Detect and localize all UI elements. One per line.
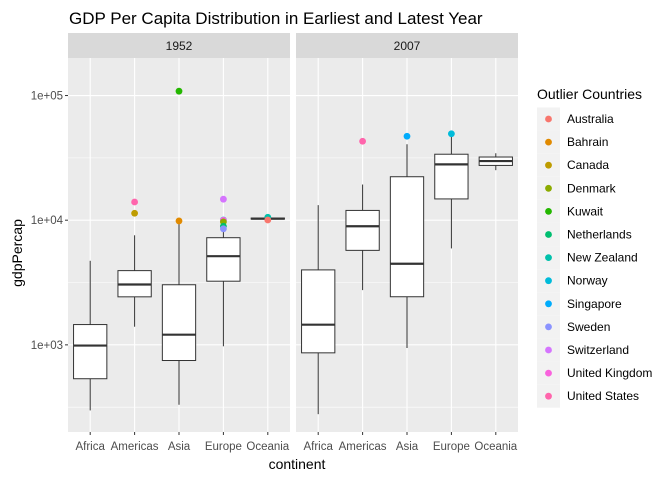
x-tick-label: Europe <box>205 441 242 453</box>
box-americas <box>117 235 152 327</box>
legend-item-bahrain: Bahrain <box>537 130 608 154</box>
box-asia <box>161 220 197 405</box>
facet-strip-label: 2007 <box>394 39 421 53</box>
legend-swatch <box>545 231 552 238</box>
facet-panel-1952: 1952 Africa Americas Asia Europe Oceania <box>68 33 290 453</box>
legend-label: Bahrain <box>567 135 608 149</box>
box-americas <box>345 184 380 291</box>
legend-swatch <box>545 300 552 308</box>
box-iqr <box>73 324 108 380</box>
legend-item-canada: Canada <box>537 153 609 177</box>
legend-label: United Kingdom <box>567 366 652 380</box>
legend-label: Netherlands <box>567 228 632 242</box>
box-europe <box>206 220 241 347</box>
box-asia <box>389 144 425 348</box>
legend-item-australia: Australia <box>537 107 614 131</box>
legend-swatch <box>545 138 552 146</box>
legend-swatch <box>545 369 552 377</box>
x-tick-label: Africa <box>75 441 105 453</box>
legend-item-switzerland: Switzerland <box>537 338 629 362</box>
legend-label: Australia <box>567 112 614 126</box>
legend-swatch <box>545 254 552 261</box>
outlier-point-united-states <box>131 198 139 206</box>
y-tick-label: 1e+03 <box>31 340 63 352</box>
legend-swatch <box>545 184 552 192</box>
x-axis-title: continent <box>269 456 326 472</box>
legend-item-kuwait: Kuwait <box>537 199 604 223</box>
box-africa <box>301 205 336 415</box>
outlier-point-canada <box>131 209 139 217</box>
x-tick-label: Europe <box>433 441 470 453</box>
x-tick-label: Africa <box>303 441 333 453</box>
legend-swatch <box>545 115 552 123</box>
legend-swatch <box>545 346 552 354</box>
facet-strip <box>296 33 518 58</box>
facet-strip-label: 1952 <box>166 39 193 53</box>
x-tick-label: Oceania <box>246 441 289 453</box>
box-europe <box>434 133 469 249</box>
legend-label: Sweden <box>567 320 610 334</box>
outlier-point-australia <box>264 216 272 224</box>
x-tick-label: Asia <box>168 441 191 453</box>
legend-swatch <box>545 161 552 169</box>
x-tick-label: Asia <box>396 441 419 453</box>
legend-swatch <box>545 392 552 400</box>
y-tick-label: 1e+04 <box>31 215 64 227</box>
box-africa <box>73 260 108 411</box>
legend-label: Singapore <box>567 297 622 311</box>
legend: Outlier Countries Australia Bahrain Canada D… <box>537 86 652 408</box>
legend-item-norway: Norway <box>537 269 608 293</box>
legend-label: Norway <box>567 274 608 288</box>
outlier-point-switzerland <box>220 195 227 203</box>
legend-item-united-states: United States <box>537 384 639 408</box>
outlier-point-norway <box>448 130 455 138</box>
legend-item-netherlands: Netherlands <box>537 223 632 246</box>
facet-panels: 1952 Africa Americas Asia Europe Oceania 2007 A… <box>68 33 518 453</box>
legend-swatch <box>545 323 552 331</box>
outlier-point-united-states <box>359 137 366 145</box>
outlier-point-sweden <box>220 225 227 233</box>
box-iqr <box>389 176 425 298</box>
x-tick-label: Americas <box>339 441 387 453</box>
legend-item-united-kingdom: United Kingdom <box>537 361 652 385</box>
x-tick-label: Oceania <box>474 441 517 453</box>
box-iqr <box>206 237 241 282</box>
legend-label: Canada <box>567 158 609 172</box>
legend-swatch <box>545 208 552 215</box>
legend-label: Kuwait <box>567 204 604 218</box>
box-oceania <box>478 153 513 171</box>
facet-panel-2007: 2007 Africa Americas Asia Europe Oceania <box>296 33 518 453</box>
box-iqr <box>345 209 380 251</box>
legend-item-sweden: Sweden <box>537 315 610 339</box>
legend-title: Outlier Countries <box>537 86 642 102</box>
chart-title: GDP Per Capita Distribution in Earliest … <box>69 9 483 28</box>
box-iqr <box>434 153 469 200</box>
legend-label: Denmark <box>567 181 617 195</box>
legend-swatch <box>545 277 552 285</box>
outlier-point-kuwait <box>175 87 183 95</box>
legend-label: Switzerland <box>567 343 629 357</box>
legend-label: United States <box>567 389 639 403</box>
outlier-point-bahrain <box>175 217 183 225</box>
box-iqr <box>301 269 336 354</box>
y-axis-title: gdpPercap <box>9 219 25 287</box>
box-iqr <box>161 284 197 362</box>
facet-strip <box>68 33 290 58</box>
y-axis: 1e+03 1e+04 1e+05 <box>31 91 68 352</box>
outlier-point-singapore <box>403 132 411 140</box>
y-tick-label: 1e+05 <box>31 91 63 103</box>
legend-item-singapore: Singapore <box>537 292 622 316</box>
legend-label: New Zealand <box>567 251 638 265</box>
x-tick-label: Americas <box>111 441 159 453</box>
legend-item-new-zealand: New Zealand <box>537 246 638 270</box>
legend-item-denmark: Denmark <box>537 176 617 200</box>
